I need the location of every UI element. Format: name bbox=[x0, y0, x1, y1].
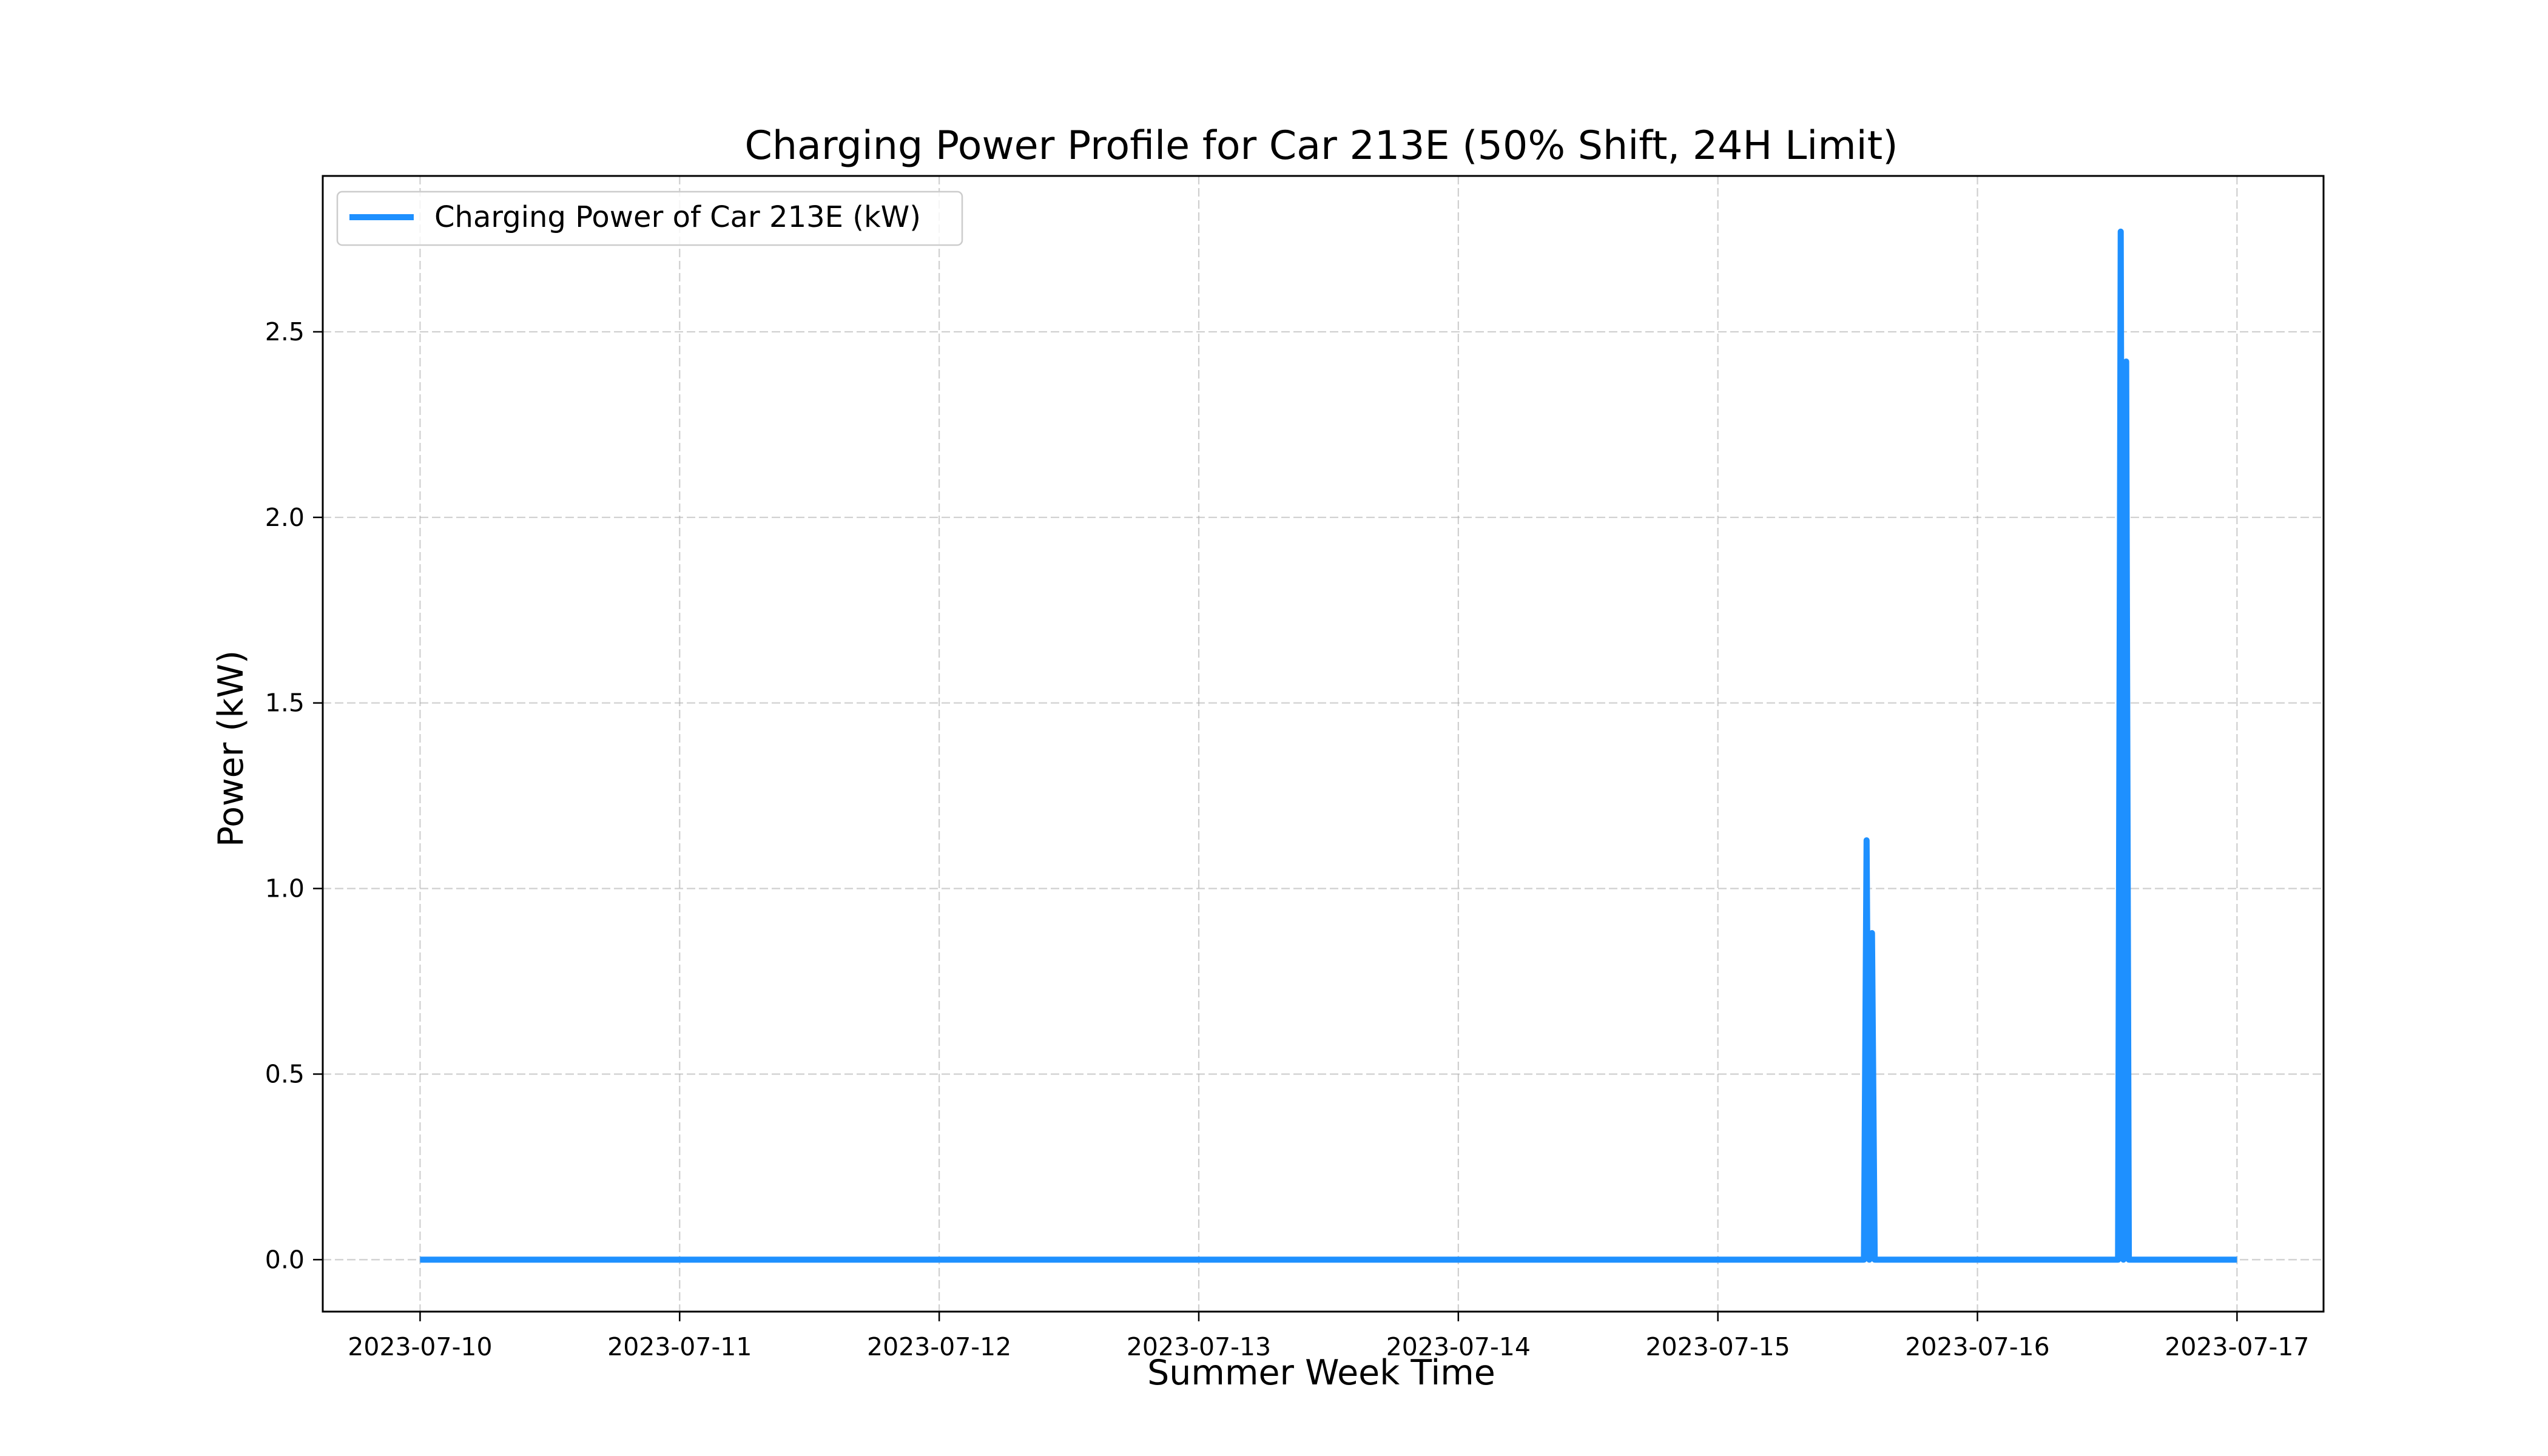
plot-area-frame bbox=[322, 175, 2325, 1313]
x-tick-label: 2023-07-12 bbox=[867, 1332, 1011, 1361]
series-line-0 bbox=[420, 228, 2237, 1263]
y-tick-label: 1.5 bbox=[265, 689, 305, 718]
legend: Charging Power of Car 213E (kW) bbox=[336, 190, 963, 246]
y-tick-label: 0.0 bbox=[265, 1245, 305, 1274]
chart-title: Charging Power Profile for Car 213E (50%… bbox=[744, 123, 1898, 169]
y-tick-label: 2.0 bbox=[265, 503, 305, 532]
x-tick-label: 2023-07-13 bbox=[1127, 1332, 1271, 1361]
y-tick-label: 1.0 bbox=[265, 874, 305, 903]
x-tick-label: 2023-07-10 bbox=[348, 1332, 492, 1361]
y-axis-label: Power (kW) bbox=[211, 650, 251, 847]
series-layer bbox=[420, 228, 2237, 1263]
x-tick-label: 2023-07-11 bbox=[607, 1332, 752, 1361]
legend-frame bbox=[336, 190, 963, 246]
grid bbox=[323, 176, 2324, 1312]
x-tick-label: 2023-07-17 bbox=[2165, 1332, 2309, 1361]
y-tick-label: 0.5 bbox=[265, 1059, 305, 1088]
x-tick-label: 2023-07-16 bbox=[1905, 1332, 2049, 1361]
x-tick-label: 2023-07-15 bbox=[1646, 1332, 1790, 1361]
x-tick-label: 2023-07-14 bbox=[1386, 1332, 1531, 1361]
axis-ticks: 2023-07-10 2023-07-11 2023-07-12 2023-07-13… bbox=[265, 317, 2310, 1361]
legend-entry-label: Charging Power of Car 213E (kW) bbox=[434, 200, 921, 234]
x-axis-label: Summer Week Time bbox=[1147, 1353, 1495, 1393]
y-tick-label: 2.5 bbox=[265, 317, 305, 346]
